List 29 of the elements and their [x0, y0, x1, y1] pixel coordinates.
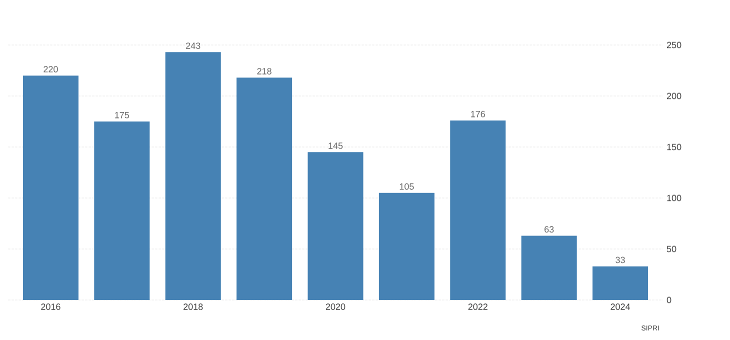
bar — [165, 52, 221, 300]
data-label: 105 — [400, 183, 414, 190]
bar — [22, 76, 78, 300]
data-label: 63 — [544, 226, 554, 233]
y-tick-label: 150 — [667, 144, 682, 150]
bar — [521, 236, 577, 300]
bar — [378, 192, 434, 300]
x-tick-label: 2022 — [468, 304, 488, 310]
x-tick-label: 2018 — [184, 304, 203, 310]
x-tick-label: 2020 — [326, 304, 346, 310]
data-label: 220 — [44, 66, 58, 72]
data-label: 243 — [186, 42, 200, 49]
y-tick-label: 200 — [666, 92, 682, 100]
x-tick-label: 2024 — [610, 304, 630, 310]
bar — [236, 78, 292, 300]
y-tick-label: 250 — [666, 42, 682, 48]
data-label: 33 — [616, 256, 625, 264]
data-label: 218 — [257, 68, 272, 74]
y-tick-label: 50 — [666, 246, 676, 252]
bar — [592, 266, 648, 300]
data-label: 176 — [471, 110, 485, 118]
y-tick-label: 100 — [667, 194, 682, 202]
bar — [308, 152, 364, 300]
y-tick-label: 0 — [666, 296, 672, 304]
x-tick-label: 2016 — [41, 304, 60, 310]
data-label: 145 — [328, 142, 343, 149]
data-label: 175 — [115, 112, 130, 118]
bar — [450, 120, 506, 300]
bar — [94, 122, 150, 300]
